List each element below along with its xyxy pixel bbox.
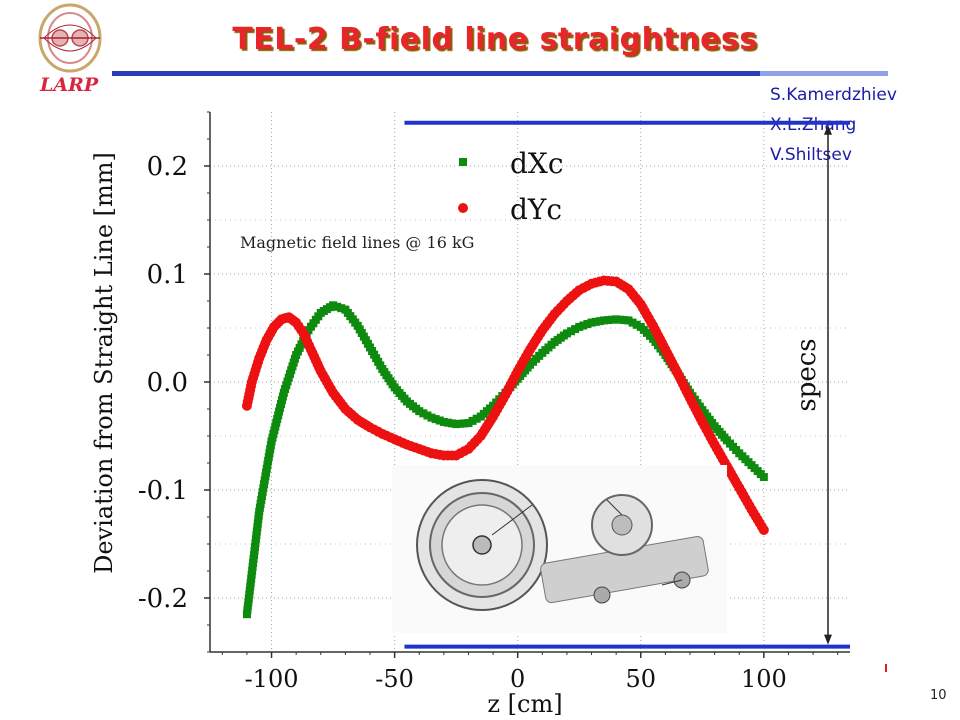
data-point-dYc — [758, 524, 769, 535]
data-point-dXc — [608, 315, 617, 324]
data-point-dXc — [591, 317, 600, 326]
data-point-dXc — [759, 473, 768, 482]
x-tick-label: 50 — [625, 665, 656, 693]
data-point-dXc — [337, 304, 346, 313]
y-tick-label: -0.1 — [138, 476, 188, 506]
author-name: S.Kamerdzhiev — [770, 85, 897, 105]
y-tick-label: 0.2 — [147, 152, 188, 182]
data-point-dXc — [452, 420, 461, 429]
author-name: X.L.Zhang — [770, 115, 857, 135]
spec-arrow-head-bottom — [824, 634, 832, 645]
data-point-dXc — [423, 411, 432, 420]
y-tick-label: -0.2 — [138, 584, 188, 614]
series-dXc — [242, 301, 768, 619]
data-point-dXc — [456, 419, 465, 428]
y-axis-label: Deviation from Straight Line [mm] — [90, 152, 118, 574]
data-point-dXc — [567, 327, 576, 336]
data-point-dXc — [472, 414, 481, 423]
data-point-dXc — [575, 322, 584, 331]
legend-label-dYc: dYc — [510, 193, 562, 226]
logo-text: LARP — [40, 74, 99, 96]
data-point-dXc — [431, 415, 440, 424]
data-point-dXc — [587, 318, 596, 327]
photo-leader-line — [491, 504, 533, 536]
photo-mirror-hub — [611, 514, 633, 536]
data-point-dXc — [579, 321, 588, 330]
data-point-dXc — [435, 416, 444, 425]
photo-wheel — [593, 586, 611, 604]
x-tick-label: 100 — [741, 665, 787, 693]
data-point-dXc — [571, 325, 580, 334]
photo-leader-line — [661, 579, 683, 586]
data-point-dXc — [460, 419, 469, 428]
x-tick-group: -100 -50 0 50 100 — [221, 652, 839, 693]
series-dYc — [241, 275, 769, 535]
data-point-dXc — [427, 413, 436, 422]
larp-logo-icon — [38, 3, 102, 73]
data-point-dXc — [439, 417, 448, 426]
specs-label: specs — [792, 338, 822, 411]
data-point-dXc — [443, 418, 452, 427]
data-point-dXc — [632, 320, 641, 329]
data-point-dXc — [603, 316, 612, 325]
data-point-dXc — [595, 317, 604, 326]
legend-marker-dXc — [459, 158, 467, 166]
y-tick-group: 0.2 0.1 0.0 -0.1 -0.2 — [138, 111, 210, 653]
slide-number: 10 — [930, 688, 947, 703]
x-tick-label: -100 — [245, 665, 299, 693]
data-point-dXc — [419, 409, 428, 418]
data-point-dXc — [624, 316, 633, 325]
author-list: S.Kamerdzhiev X.L.Zhang V.Shiltsev — [770, 80, 897, 170]
legend-marker-dYc — [458, 203, 468, 213]
y-tick-label: 0.1 — [147, 260, 188, 290]
spec-lines — [404, 120, 850, 649]
data-point-dXc — [448, 419, 457, 428]
x-tick-label: 0 — [510, 665, 525, 693]
author-name: V.Shiltsev — [770, 145, 852, 165]
chart-legend: dXc dYc — [458, 147, 564, 226]
y-tick-label: 0.0 — [147, 368, 188, 398]
data-point-dXc — [329, 301, 338, 310]
legend-label-dXc: dXc — [510, 147, 564, 180]
x-axis-label: z [cm] — [487, 690, 562, 718]
data-point-dXc — [583, 320, 592, 329]
data-point-dXc — [612, 315, 621, 324]
spec-arrow-head-top — [824, 124, 832, 135]
data-point-dXc — [464, 419, 473, 428]
series-layer — [241, 275, 769, 619]
data-point-dXc — [599, 316, 608, 325]
apparatus-photo — [392, 465, 727, 633]
data-point-dXc — [620, 316, 629, 325]
x-tick-label: -50 — [375, 665, 414, 693]
data-point-dXc — [616, 315, 625, 324]
slide-title: TEL-2 B-field line straightness — [232, 22, 758, 57]
data-point-dXc — [562, 329, 571, 338]
photo-center — [472, 535, 492, 555]
data-point-dXc — [415, 407, 424, 416]
chart-annotation: Magnetic field lines @ 16 kG — [240, 233, 474, 252]
title-rule-end — [760, 71, 888, 76]
data-point-dXc — [628, 318, 637, 327]
photo-leader-line — [606, 499, 623, 516]
data-point-dXc — [333, 302, 342, 311]
title-rule — [112, 71, 760, 76]
data-point-dXc — [468, 416, 477, 425]
spec-arrow — [824, 124, 832, 645]
